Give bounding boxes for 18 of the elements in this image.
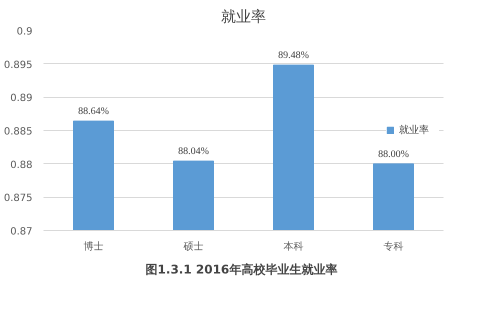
data-label: 88.04% xyxy=(178,146,209,158)
data-label: 88.00% xyxy=(378,148,409,160)
y-tick-label: 0.895 xyxy=(4,60,33,71)
x-tick-label: 硕士 xyxy=(182,240,204,252)
y-tick-label: 0.88 xyxy=(10,160,32,171)
x-tick-label: 博士 xyxy=(84,240,104,252)
y-tick-label: 0.9 xyxy=(16,26,33,38)
legend-label: 就业率 xyxy=(399,124,430,137)
data-label: 89.48% xyxy=(278,50,309,62)
chart-title: 就业率 xyxy=(221,8,266,26)
y-tick-label: 0.885 xyxy=(4,126,33,138)
x-tick-label: 本科 xyxy=(284,240,304,252)
y-tick-label: 0.87 xyxy=(10,226,32,238)
caption: 图1.3.1 2016年高校毕业生就业率 xyxy=(146,262,338,276)
y-tick-label: 0.875 xyxy=(4,193,33,204)
x-tick-label: 专科 xyxy=(384,240,404,252)
data-label: 88.64% xyxy=(78,106,109,118)
y-tick-label: 0.89 xyxy=(10,93,32,104)
